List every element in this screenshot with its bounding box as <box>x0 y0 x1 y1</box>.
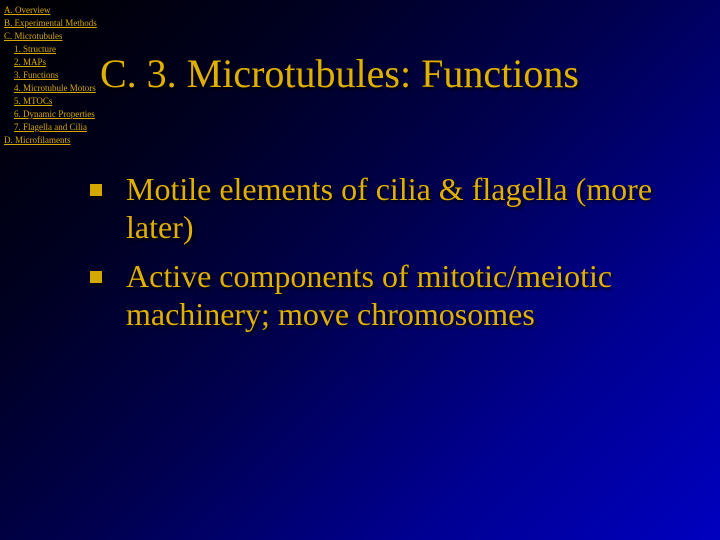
bullet-icon <box>90 184 102 196</box>
nav-link-c6-dynamic[interactable]: 6. Dynamic Properties <box>14 108 204 121</box>
bullet-icon <box>90 271 102 283</box>
slide-body: Motile elements of cilia & flagella (mor… <box>90 170 690 344</box>
nav-link-c-microtubules[interactable]: C. Microtubules <box>4 30 204 43</box>
bullet-text: Motile elements of cilia & flagella (mor… <box>126 170 690 247</box>
nav-link-c7-flagella[interactable]: 7. Flagella and Cilia <box>14 121 204 134</box>
nav-link-a-overview[interactable]: A. Overview <box>4 4 204 17</box>
bullet-text: Active components of mitotic/meiotic mac… <box>126 257 690 334</box>
slide-title: C. 3. Microtubules: Functions <box>100 50 579 97</box>
list-item: Motile elements of cilia & flagella (mor… <box>90 170 690 247</box>
nav-link-d-microfilaments[interactable]: D. Microfilaments <box>4 134 204 147</box>
nav-link-b-experimental-methods[interactable]: B. Experimental Methods <box>4 17 204 30</box>
list-item: Active components of mitotic/meiotic mac… <box>90 257 690 334</box>
